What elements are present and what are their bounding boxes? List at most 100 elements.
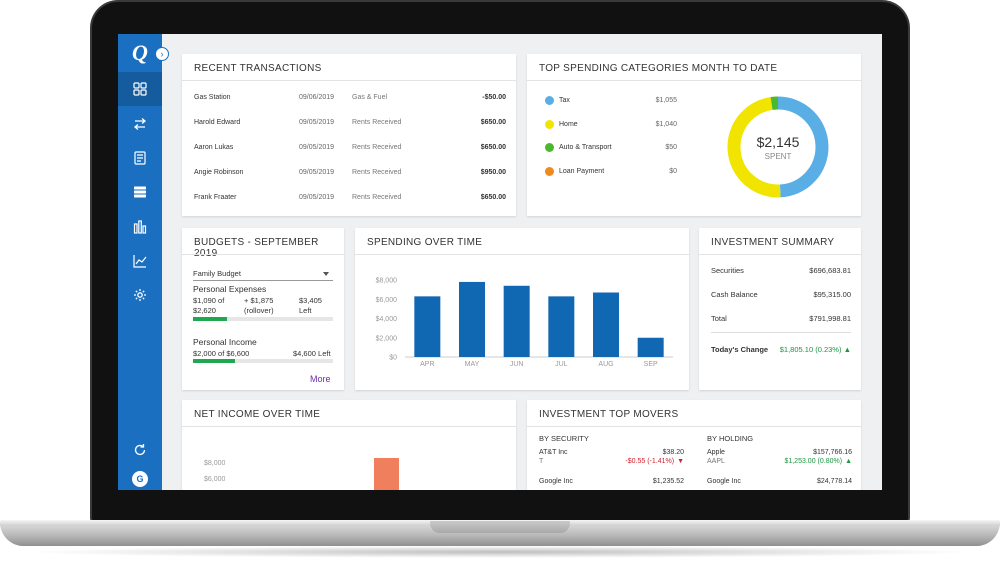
x-tick-label: AUG (598, 361, 613, 368)
category-color-dot (545, 119, 554, 129)
summary-label: Total (711, 314, 727, 323)
x-tick-label: MAY (465, 361, 480, 368)
mover-name: Google Inc (707, 478, 741, 485)
laptop-shadow (20, 546, 980, 558)
investment-summary-row: Securities $696,683.81 (711, 266, 851, 275)
mover-name: Google Inc (539, 478, 573, 485)
transaction-amount: -$50.00 (482, 94, 506, 101)
category-label: Auto & Transport (559, 144, 612, 151)
collapse-sidebar-button[interactable]: › (155, 47, 169, 61)
divider (182, 254, 344, 255)
transaction-amount: $650.00 (480, 194, 506, 201)
transaction-row[interactable]: Gas Station 09/06/2019 Gas & Fuel -$50.00 (194, 94, 506, 106)
sidebar-item-accounts[interactable] (118, 175, 162, 209)
mover-item[interactable]: Google Inc $24,778.14 (707, 478, 852, 490)
investment-summary-row: Total $791,998.81 (711, 314, 851, 323)
spending-bar[interactable] (503, 285, 530, 357)
budgets-card: BUDGETS - SEPTEMBER 2019 Family Budget P… (182, 228, 344, 390)
summary-value: $95,315.00 (813, 290, 851, 299)
transaction-date: 09/05/2019 (299, 169, 335, 176)
category-label: Home (559, 120, 578, 128)
y-tick-label: $4,000 (376, 316, 398, 323)
donut-slice[interactable] (777, 96, 829, 198)
dashboard-grid-icon (133, 82, 147, 96)
mover-price: $38.20 (662, 449, 684, 456)
spending-bar[interactable] (459, 281, 485, 357)
transaction-amount: $950.00 (480, 169, 506, 176)
transaction-date: 09/05/2019 (299, 119, 335, 126)
chevron-down-icon (323, 272, 329, 276)
category-amount: $1,040 (655, 120, 677, 128)
movers-column-header: BY HOLDING (707, 434, 754, 443)
x-tick-label: APR (420, 361, 434, 368)
app-logo[interactable]: Q (132, 40, 148, 65)
expenses-progress-fill (193, 317, 227, 321)
refresh-button[interactable] (118, 433, 162, 467)
transaction-category: Gas & Fuel (352, 94, 388, 101)
spending-bar[interactable] (548, 296, 575, 357)
category-row[interactable]: Home $1,040 (545, 119, 677, 132)
transaction-amount: $650.00 (480, 144, 506, 151)
avatar[interactable]: G (132, 471, 148, 487)
card-title: TOP SPENDING CATEGORIES MONTH TO DATE (539, 63, 778, 74)
card-title: INVESTMENT SUMMARY (711, 237, 835, 248)
todays-change-label: Today's Change (711, 345, 769, 354)
mover-item[interactable]: AT&T Inc $38.20 T -$0.55 (-1.41%) ▼ (539, 449, 684, 478)
movers-column-header: BY SECURITY (539, 434, 589, 443)
top-movers-card: INVESTMENT TOP MOVERS BY SECURITY AT&T In… (527, 400, 861, 490)
card-title: SPENDING OVER TIME (367, 237, 483, 248)
sidebar-item-bills[interactable] (118, 141, 162, 175)
transaction-row[interactable]: Aaron Lukas 09/05/2019 Rents Received $650.… (194, 144, 506, 156)
gear-icon (134, 289, 146, 301)
donut-total: $2,145 (756, 134, 800, 150)
transaction-category: Rents Received (352, 119, 402, 126)
transaction-payee: Harold Edward (194, 119, 241, 126)
bill-document-icon (134, 151, 146, 165)
up-arrow-icon: ▲ (843, 345, 851, 354)
transaction-payee: Gas Station (194, 94, 231, 101)
card-title: RECENT TRANSACTIONS (194, 63, 322, 74)
donut-slice[interactable] (727, 97, 781, 198)
sidebar-item-dashboard[interactable] (118, 72, 162, 106)
mover-item[interactable]: Google Inc $1,235.52 (539, 478, 684, 490)
expenses-progress-bar (193, 317, 333, 321)
divider (527, 80, 861, 81)
movers-by-security: BY SECURITY AT&T Inc $38.20 T -$0.55 (-1.41%… (539, 434, 684, 490)
accounts-stack-icon (134, 186, 146, 198)
category-row[interactable]: Tax $1,055 (545, 96, 677, 108)
divider (699, 254, 861, 255)
mover-name: AT&T Inc (539, 449, 568, 456)
spending-bar[interactable] (593, 292, 619, 357)
mover-item[interactable]: Apple $157,766.16 AAPL $1,253.00 (0.80%) ▲ (707, 449, 852, 478)
income-left: $4,600 Left (293, 349, 331, 358)
budget-selector[interactable]: Family Budget (193, 268, 333, 281)
spending-bar[interactable] (414, 296, 441, 357)
transaction-row[interactable]: Angie Robinson 09/05/2019 Rents Received $9… (194, 169, 506, 181)
transaction-date: 09/06/2019 (299, 94, 335, 101)
sidebar-item-investments[interactable] (118, 244, 162, 278)
mover-price: $1,235.52 (652, 478, 684, 485)
income-progress-bar (193, 359, 333, 363)
transaction-row[interactable]: Frank Fraater 09/05/2019 Rents Received $65… (194, 194, 506, 206)
transaction-row[interactable]: Harold Edward 09/05/2019 Rents Received $65… (194, 119, 506, 131)
todays-change-row: Today's Change $1,805.10 (0.23%) ▲ (711, 345, 851, 354)
category-row[interactable]: Auto & Transport $50 (545, 143, 677, 155)
divider (355, 254, 689, 255)
down-arrow-icon: ▼ (677, 458, 684, 465)
summary-value: $791,998.81 (809, 314, 851, 323)
transaction-category: Rents Received (352, 194, 402, 201)
sidebar-item-transactions[interactable] (118, 107, 162, 141)
category-row[interactable]: Loan Payment $0 (545, 166, 677, 179)
sidebar-item-reports[interactable] (118, 210, 162, 244)
mover-change-value: $1,253.00 (0.80%) (784, 458, 843, 465)
x-tick-label: SEP (644, 361, 658, 368)
spending-over-time-card: SPENDING OVER TIME $0 $2,000 $4,000 $6,000 $… (355, 228, 689, 390)
y-tick-label: $0 (389, 355, 397, 362)
mover-change: $1,253.00 (0.80%) ▲ (784, 458, 852, 465)
refresh-icon (134, 444, 146, 456)
spending-bar[interactable] (637, 337, 664, 357)
more-link[interactable]: More (310, 374, 331, 384)
category-label: Tax (559, 97, 570, 104)
spending-donut-chart[interactable] (723, 92, 833, 202)
sidebar-item-settings[interactable] (118, 278, 162, 312)
